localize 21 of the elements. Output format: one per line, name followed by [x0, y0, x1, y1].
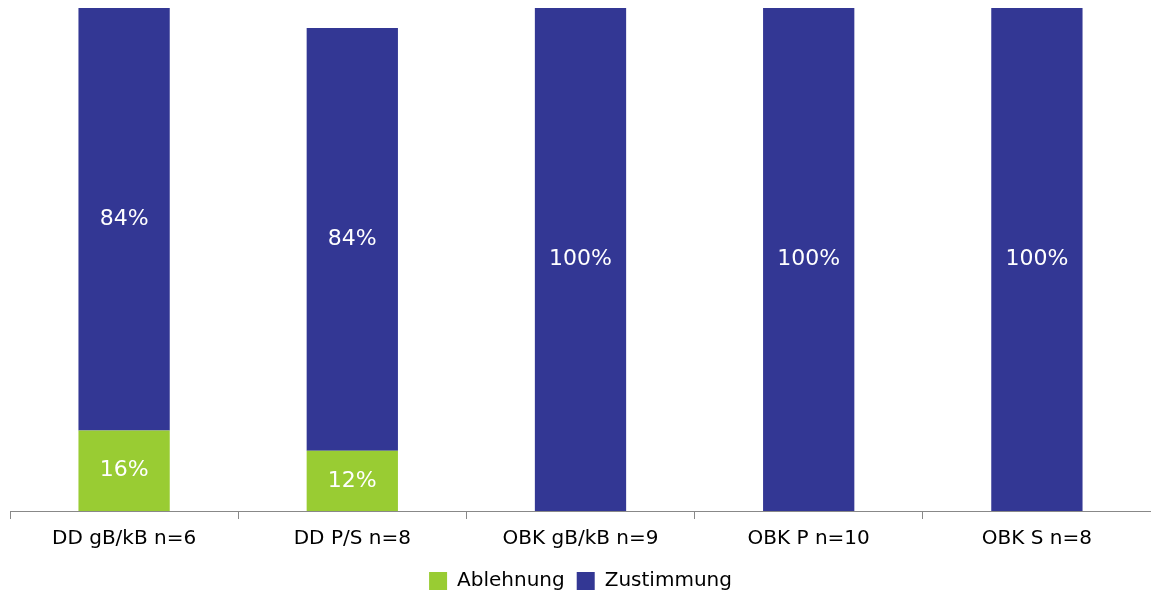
bar	[763, 8, 855, 511]
data-label: 84%	[327, 225, 377, 251]
legend-label: Ablehnung	[457, 567, 565, 592]
data-label: 84%	[99, 204, 149, 230]
data-label: 100%	[1005, 245, 1069, 271]
bar	[991, 8, 1083, 511]
bar	[78, 430, 170, 511]
legend-label: Zustimmung	[604, 567, 732, 592]
x-tick-label: OBK gB/kB n=9	[502, 525, 659, 550]
data-label: 100%	[549, 245, 612, 271]
data-label: 16%	[99, 456, 149, 482]
bar	[78, 8, 170, 431]
data-label: 12%	[327, 466, 377, 492]
bar	[306, 450, 398, 511]
data-label: 100%	[777, 245, 841, 271]
x-tick-label: OBK P n=10	[747, 525, 870, 550]
bar	[306, 28, 398, 451]
x-tick-label: OBK S n=8	[981, 525, 1092, 550]
bar	[534, 8, 627, 511]
x-tick-label: DD gB/kB n=6	[52, 525, 197, 550]
x-tick-label: DD P/S n=8	[293, 525, 411, 550]
